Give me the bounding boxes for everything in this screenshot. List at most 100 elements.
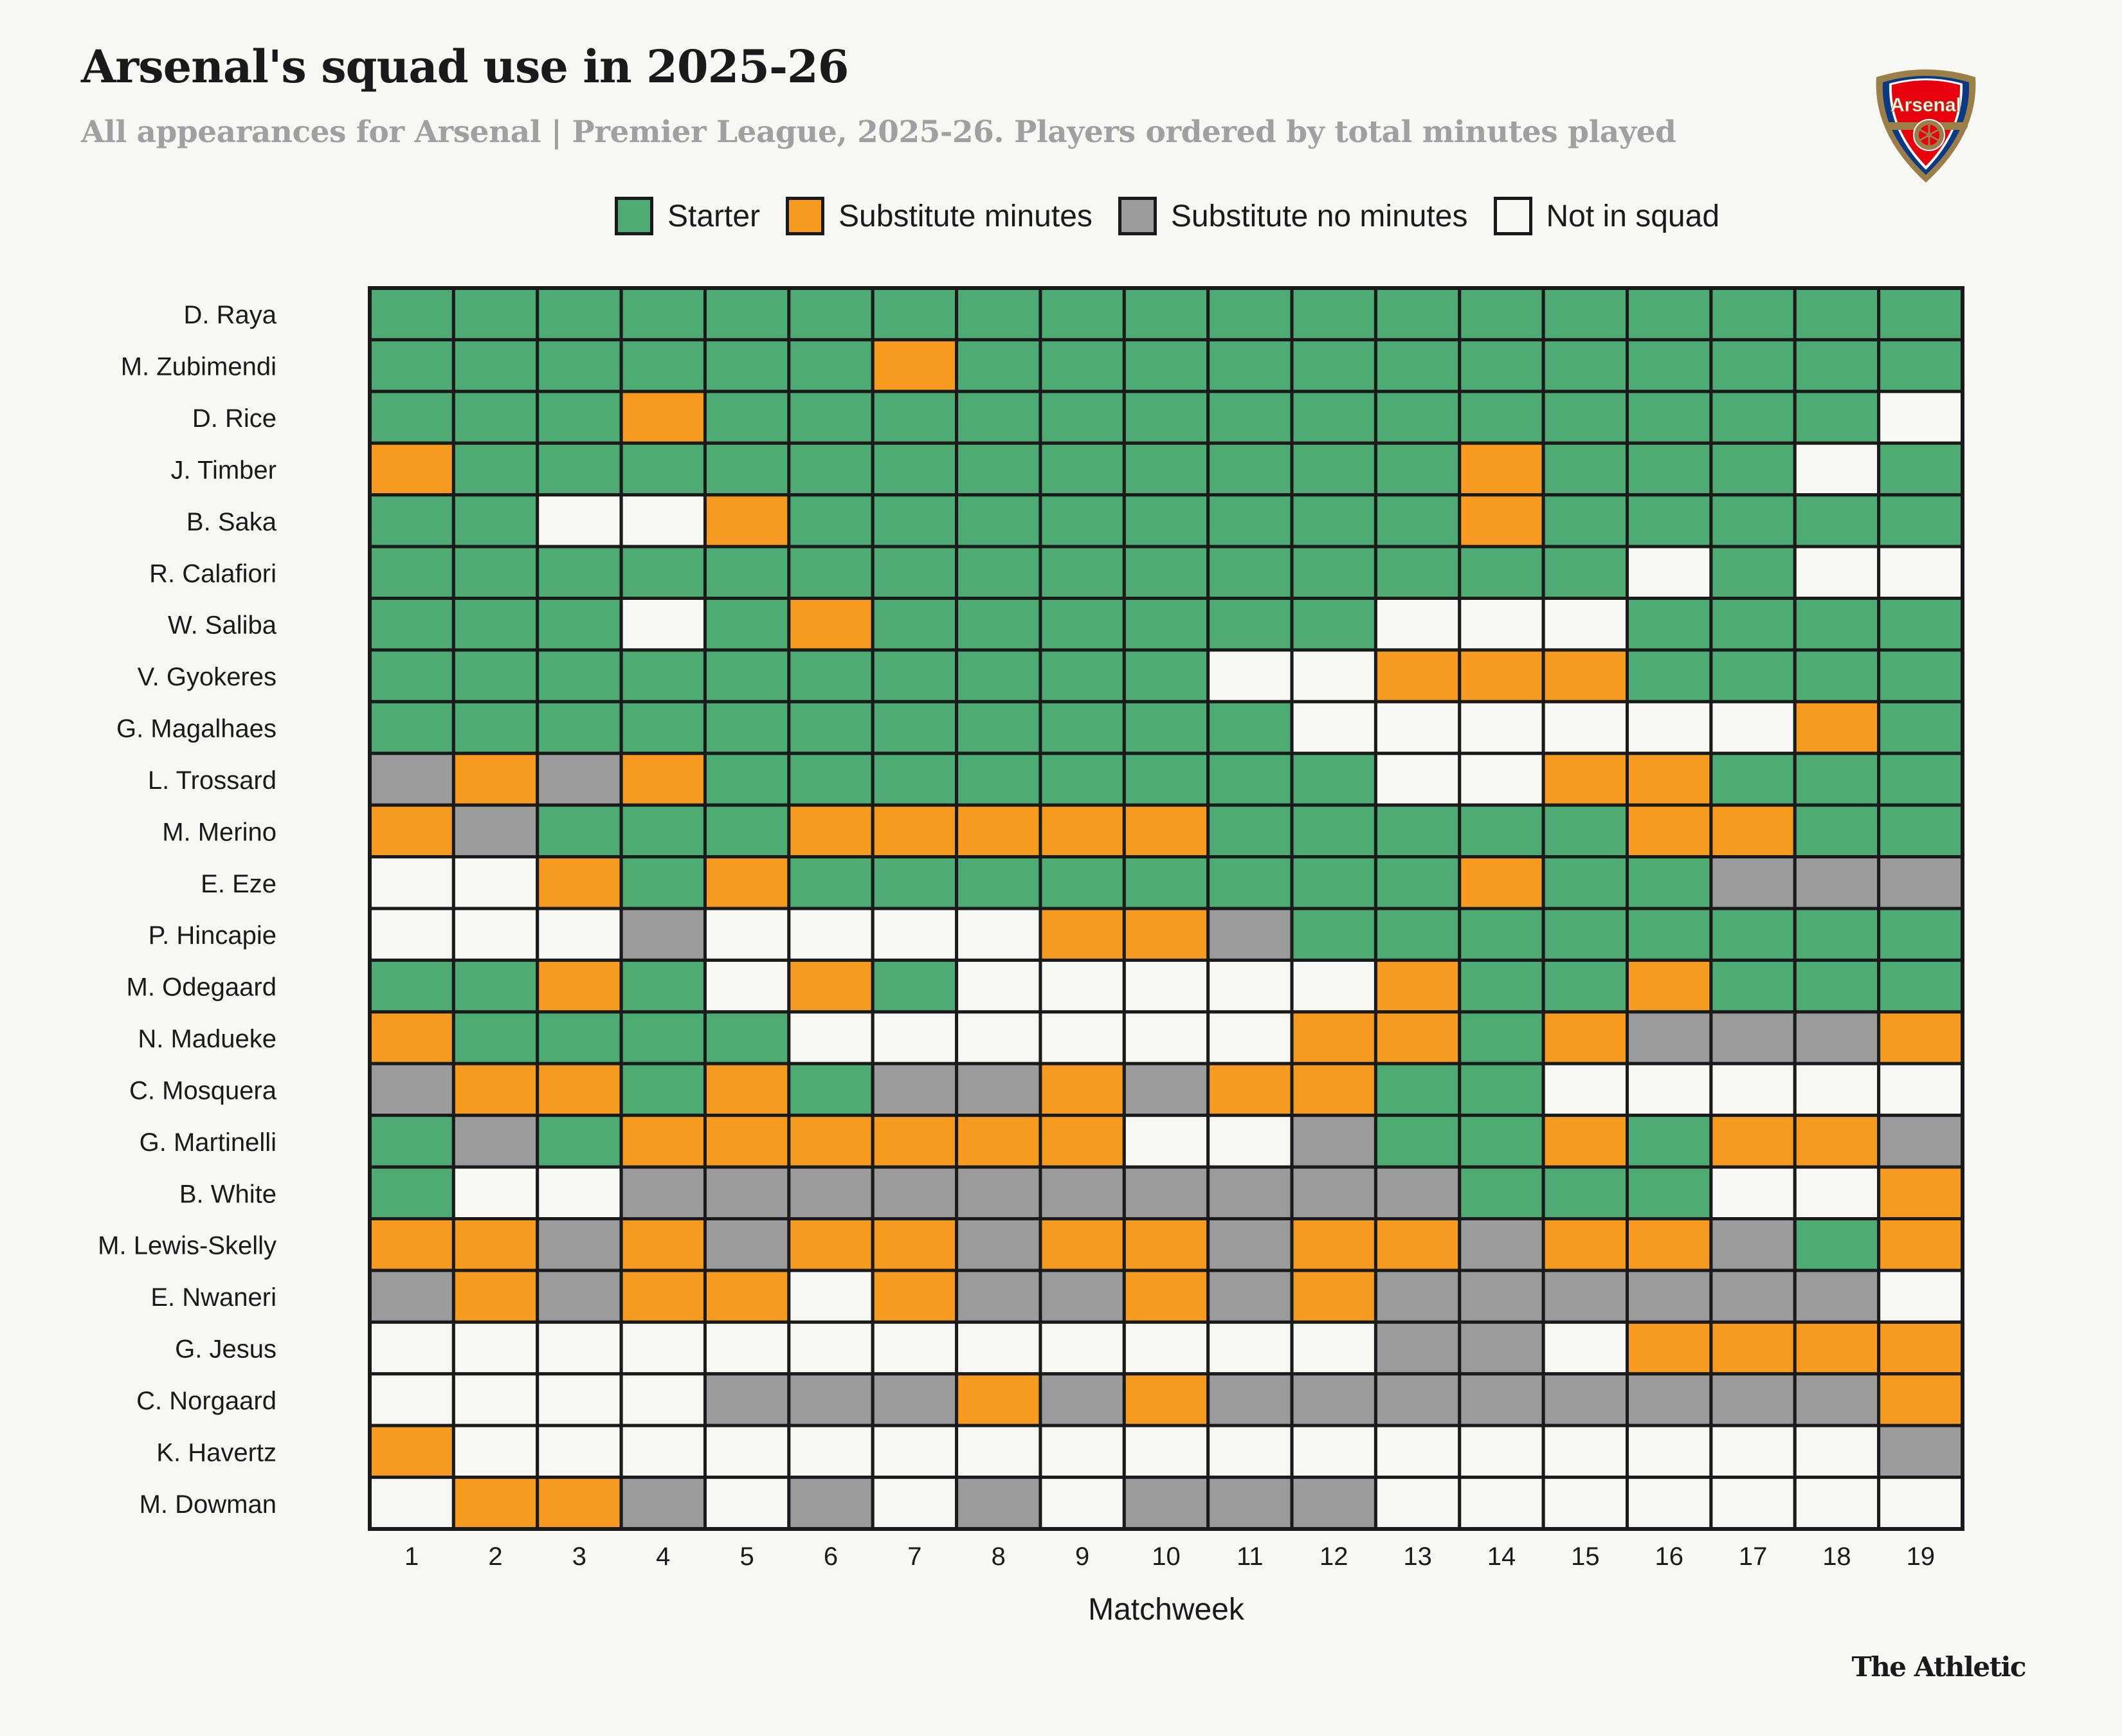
cell-b-white-mw13: [1374, 1165, 1462, 1221]
cell-m-odegaard-mw16: [1626, 958, 1713, 1014]
cell-g-martinelli-mw19: [1877, 1114, 1964, 1169]
cell-m-dowman-mw14: [1458, 1476, 1545, 1531]
cell-d-rice-mw10: [1122, 390, 1210, 445]
cell-l-trossard-mw4: [619, 752, 707, 807]
cell-n-madueke-mw13: [1374, 1010, 1462, 1065]
cell-k-havertz-mw16: [1626, 1424, 1713, 1479]
cell-r-calafiori-mw14: [1458, 545, 1545, 600]
cell-e-nwaneri-mw16: [1626, 1269, 1713, 1324]
cell-d-raya-mw14: [1458, 286, 1545, 341]
cell-n-madueke-mw17: [1709, 1010, 1797, 1065]
cell-c-norgaard-mw10: [1122, 1372, 1210, 1427]
cell-j-timber-mw10: [1122, 441, 1210, 497]
cell-w-saliba-mw3: [536, 597, 623, 652]
cell-c-mosquera-mw13: [1374, 1062, 1462, 1117]
cell-m-dowman-mw13: [1374, 1476, 1462, 1531]
cell-n-madueke-mw9: [1038, 1010, 1126, 1065]
cell-c-norgaard-mw5: [703, 1372, 791, 1427]
cell-b-white-mw2: [451, 1165, 540, 1221]
cell-r-calafiori-mw13: [1374, 545, 1462, 600]
cell-v-gyokeres-mw11: [1206, 648, 1294, 703]
cell-l-trossard-mw3: [536, 752, 623, 807]
cell-p-hincapie-mw15: [1541, 907, 1629, 962]
cell-g-jesus-mw18: [1793, 1320, 1881, 1376]
cell-m-zubimendi-mw19: [1877, 338, 1964, 393]
cell-d-raya-mw15: [1541, 286, 1629, 341]
cell-b-saka-mw12: [1290, 493, 1377, 548]
cell-m-lewis-skelly-mw19: [1877, 1217, 1964, 1272]
cell-g-martinelli-mw12: [1290, 1114, 1377, 1169]
cell-g-magalhaes-mw9: [1038, 700, 1126, 755]
cell-m-dowman-mw5: [703, 1476, 791, 1531]
cell-e-nwaneri-mw14: [1458, 1269, 1545, 1324]
cell-n-madueke-mw10: [1122, 1010, 1210, 1065]
cell-c-norgaard-mw1: [368, 1372, 455, 1427]
cell-m-dowman-mw7: [871, 1476, 959, 1531]
cell-m-dowman-mw8: [955, 1476, 1042, 1531]
cell-d-rice-mw12: [1290, 390, 1377, 445]
x-tick-label: 15: [1571, 1542, 1600, 1571]
cell-n-madueke-mw18: [1793, 1010, 1881, 1065]
the-athletic-logo: The Athletic: [1851, 1651, 2026, 1683]
cell-g-magalhaes-mw5: [703, 700, 791, 755]
cell-d-raya-mw17: [1709, 286, 1797, 341]
cell-m-zubimendi-mw11: [1206, 338, 1294, 393]
cell-e-eze-mw2: [451, 855, 540, 910]
cell-b-saka-mw13: [1374, 493, 1462, 548]
cell-m-lewis-skelly-mw17: [1709, 1217, 1797, 1272]
cell-g-martinelli-mw2: [451, 1114, 540, 1169]
cell-g-magalhaes-mw17: [1709, 700, 1797, 755]
x-tick-label: 4: [656, 1542, 670, 1571]
cell-c-mosquera-mw2: [451, 1062, 540, 1117]
cell-c-mosquera-mw12: [1290, 1062, 1377, 1117]
cell-c-mosquera-mw18: [1793, 1062, 1881, 1117]
x-tick-label: 13: [1403, 1542, 1432, 1571]
cell-l-trossard-mw17: [1709, 752, 1797, 807]
cell-m-odegaard-mw3: [536, 958, 623, 1014]
player-label: M. Dowman: [140, 1490, 277, 1519]
legend-swatch: [786, 197, 825, 235]
cell-r-calafiori-mw6: [787, 545, 875, 600]
cell-m-dowman-mw6: [787, 1476, 875, 1531]
cell-b-saka-mw2: [451, 493, 540, 548]
x-tick-label: 10: [1152, 1542, 1181, 1571]
cell-r-calafiori-mw5: [703, 545, 791, 600]
cell-j-timber-mw12: [1290, 441, 1377, 497]
cell-m-zubimendi-mw17: [1709, 338, 1797, 393]
cell-n-madueke-mw19: [1877, 1010, 1964, 1065]
cell-m-lewis-skelly-mw2: [451, 1217, 540, 1272]
cell-m-dowman-mw12: [1290, 1476, 1377, 1531]
cell-e-eze-mw14: [1458, 855, 1545, 910]
cell-c-mosquera-mw4: [619, 1062, 707, 1117]
cell-m-zubimendi-mw2: [451, 338, 540, 393]
cell-e-eze-mw10: [1122, 855, 1210, 910]
cell-b-saka-mw19: [1877, 493, 1964, 548]
legend-label: Starter: [667, 199, 761, 233]
cell-m-odegaard-mw19: [1877, 958, 1964, 1014]
cell-r-calafiori-mw2: [451, 545, 540, 600]
cell-d-rice-mw6: [787, 390, 875, 445]
player-label: M. Lewis-Skelly: [98, 1232, 277, 1260]
cell-c-mosquera-mw9: [1038, 1062, 1126, 1117]
cell-g-jesus-mw12: [1290, 1320, 1377, 1376]
cell-b-white-mw9: [1038, 1165, 1126, 1221]
cell-g-magalhaes-mw10: [1122, 700, 1210, 755]
cell-b-white-mw19: [1877, 1165, 1964, 1221]
cell-l-trossard-mw7: [871, 752, 959, 807]
x-tick-label: 9: [1075, 1542, 1089, 1571]
player-label: M. Merino: [162, 818, 277, 846]
cell-e-eze-mw5: [703, 855, 791, 910]
cell-v-gyokeres-mw1: [368, 648, 455, 703]
cell-r-calafiori-mw4: [619, 545, 707, 600]
cell-g-magalhaes-mw8: [955, 700, 1042, 755]
cell-m-merino-mw1: [368, 803, 455, 859]
cell-p-hincapie-mw1: [368, 907, 455, 962]
cell-n-madueke-mw2: [451, 1010, 540, 1065]
cell-k-havertz-mw19: [1877, 1424, 1964, 1479]
cell-c-mosquera-mw19: [1877, 1062, 1964, 1117]
cell-d-rice-mw9: [1038, 390, 1126, 445]
cell-b-white-mw6: [787, 1165, 875, 1221]
cell-g-jesus-mw16: [1626, 1320, 1713, 1376]
cell-d-raya-mw19: [1877, 286, 1964, 341]
cell-c-mosquera-mw7: [871, 1062, 959, 1117]
